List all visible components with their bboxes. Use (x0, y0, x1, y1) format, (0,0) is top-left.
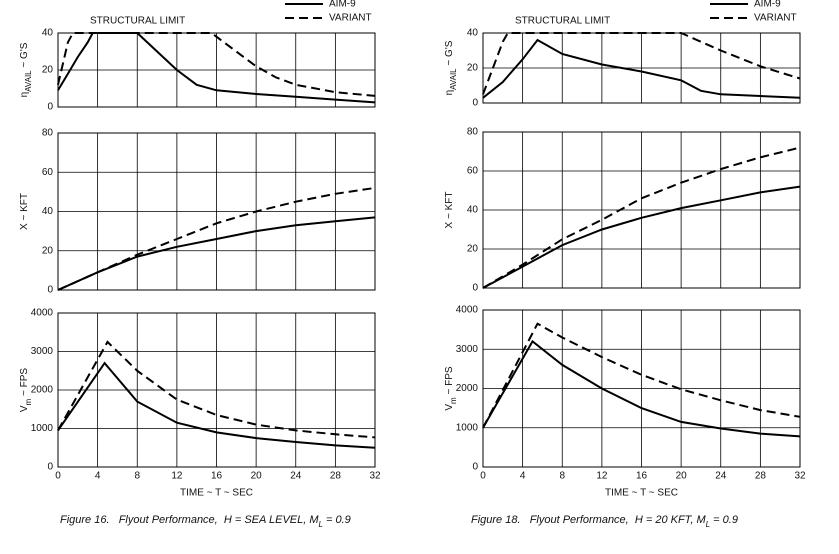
y-tick-label: 40 (467, 28, 479, 39)
y-tick-label: 0 (472, 283, 478, 294)
x-tick-label: 28 (330, 471, 342, 482)
y-axis-label-part: X ~ KFT (444, 192, 455, 229)
y-tick-label: 0 (472, 462, 478, 473)
y-tick-label: 20 (42, 65, 54, 76)
y-tick-label: 20 (42, 245, 54, 256)
series-line (482, 32, 801, 95)
series-line (57, 32, 376, 104)
y-axis-label-part: V (19, 405, 30, 412)
y-tick-label: 2000 (456, 383, 479, 394)
x-tick-label: 24 (290, 471, 302, 482)
y-tick-label: 80 (42, 128, 54, 139)
figure-caption-part: Figure 18. Flyout Performance, H = 20 KF… (471, 514, 706, 526)
y-tick-label: 40 (42, 28, 54, 39)
y-axis-label-part: m (24, 398, 33, 405)
figure-caption-part: Figure 16. Flyout Performance, H = SEA L… (60, 514, 319, 526)
y-axis-label-part: AVAIL (24, 70, 33, 92)
figure-caption-part: L (319, 520, 323, 529)
legend-label: VARIANT (329, 13, 372, 24)
series-line (57, 32, 376, 97)
x-axis-label: TIME ~ T ~ SEC (180, 488, 253, 499)
x-tick-label: 20 (676, 471, 688, 482)
x-tick-label: 28 (755, 471, 767, 482)
y-tick-label: 20 (467, 63, 479, 74)
figure-caption-part: L (706, 520, 710, 529)
x-tick-label: 8 (559, 471, 565, 482)
x-tick-label: 32 (369, 471, 381, 482)
y-tick-label: 20 (467, 244, 479, 255)
series-line (57, 340, 376, 439)
y-tick-label: 0 (47, 102, 53, 113)
figure-caption-part: = 0.9 (323, 514, 351, 526)
y-tick-label: 4000 (31, 308, 54, 319)
x-tick-label: 0 (480, 471, 486, 482)
y-tick-label: 40 (42, 206, 54, 217)
y-axis-label-part: η (19, 92, 30, 98)
y-axis-label-part: AVAIL (449, 68, 458, 90)
series-line (57, 186, 376, 291)
y-axis-label: ηAVAIL ~ G'S (19, 42, 33, 97)
x-tick-label: 16 (636, 471, 648, 482)
x-tick-label: 12 (171, 471, 183, 482)
y-axis-label: X ~ KFT (19, 193, 30, 230)
series-line (482, 185, 801, 289)
annotation: STRUCTURAL LIMIT (90, 16, 185, 27)
y-tick-label: 3000 (31, 346, 54, 357)
legend-label: VARIANT (754, 13, 797, 24)
y-axis-label-part: ~ G'S (444, 40, 455, 68)
x-tick-label: 32 (794, 471, 806, 482)
y-axis-label: ηAVAIL ~ G'S (444, 40, 458, 95)
x-tick-label: 8 (134, 471, 140, 482)
y-axis-label-part: m (449, 397, 458, 404)
y-axis-label-part: η (444, 90, 455, 96)
y-axis-label: X ~ KFT (444, 192, 455, 229)
y-tick-label: 1000 (456, 422, 479, 433)
figure-caption: Figure 18. Flyout Performance, H = 20 KF… (471, 514, 738, 529)
y-tick-label: 60 (42, 167, 54, 178)
y-axis-label-part: ~ G'S (19, 42, 30, 70)
x-axis-label: TIME ~ T ~ SEC (605, 488, 678, 499)
x-tick-label: 16 (211, 471, 223, 482)
x-tick-label: 12 (596, 471, 608, 482)
series-line (482, 146, 801, 289)
y-tick-label: 1000 (31, 423, 54, 434)
series-line (57, 361, 376, 449)
x-tick-label: 24 (715, 471, 727, 482)
series-line (482, 339, 801, 438)
series-line (482, 322, 801, 429)
y-tick-label: 2000 (31, 385, 54, 396)
y-axis-label-part: ~ FPS (444, 366, 455, 397)
y-tick-label: 3000 (456, 344, 479, 355)
y-tick-label: 80 (467, 127, 479, 138)
x-tick-label: 4 (95, 471, 101, 482)
y-tick-label: 4000 (456, 305, 479, 316)
x-tick-label: 20 (251, 471, 263, 482)
legend-label: AIM-9 (329, 0, 356, 10)
figure-caption-part: = 0.9 (710, 514, 738, 526)
y-axis-label: Vm ~ FPS (444, 366, 458, 411)
y-axis-label-part: V (444, 404, 455, 411)
y-tick-label: 60 (467, 166, 479, 177)
x-tick-label: 4 (520, 471, 526, 482)
y-axis-label: Vm ~ FPS (19, 368, 33, 413)
y-axis-label-part: ~ FPS (19, 368, 30, 399)
y-tick-label: 0 (472, 98, 478, 109)
y-axis-label-part: X ~ KFT (19, 193, 30, 230)
figure-caption: Figure 16. Flyout Performance, H = SEA L… (60, 514, 351, 529)
x-tick-label: 0 (55, 471, 61, 482)
y-tick-label: 0 (47, 462, 53, 473)
y-tick-label: 40 (467, 205, 479, 216)
legend-label: AIM-9 (754, 0, 781, 10)
annotation: STRUCTURAL LIMIT (515, 16, 610, 27)
y-tick-label: 0 (47, 285, 53, 296)
series-line (482, 38, 801, 99)
